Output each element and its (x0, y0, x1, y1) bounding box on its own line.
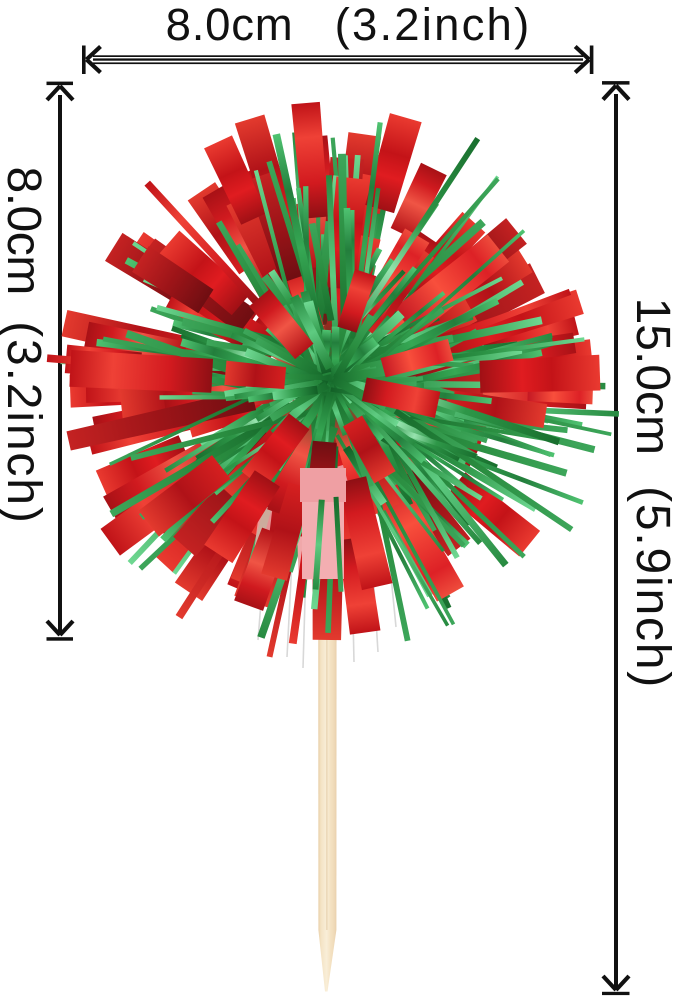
svg-text:15.0cm(5.9inch): 15.0cm(5.9inch) (626, 298, 679, 689)
svg-text:8.0cm(3.2inch): 8.0cm(3.2inch) (166, 0, 532, 50)
svg-text:8.0cm(3.2inch): 8.0cm(3.2inch) (0, 167, 50, 525)
